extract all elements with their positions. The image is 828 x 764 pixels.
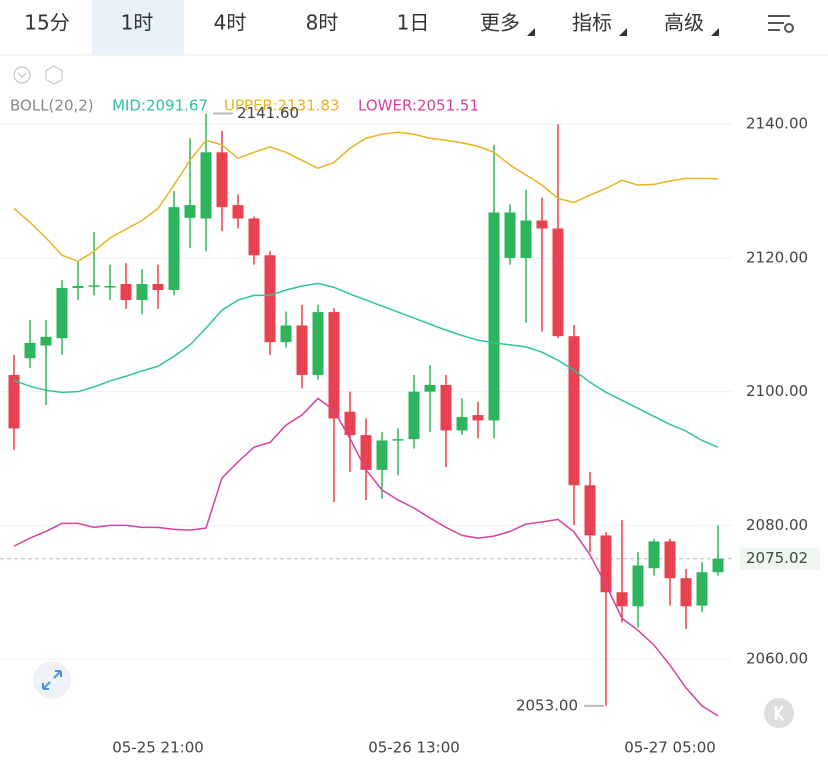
candle-body [600, 535, 612, 593]
tab[interactable]: 1时 [121, 11, 154, 35]
candle-body [696, 572, 708, 606]
candle-body [408, 391, 420, 440]
candle-body [88, 285, 100, 287]
candle-body [168, 207, 180, 291]
legend-entry: LOWER:2051.51 [358, 97, 479, 115]
tab[interactable]: 1日 [397, 11, 430, 35]
candle-body [136, 284, 148, 301]
y-tick-label: 2060.00 [746, 650, 808, 668]
tab[interactable]: 4时 [214, 11, 247, 35]
candle-body [456, 417, 468, 431]
candle-body [280, 325, 292, 343]
candle-body [616, 592, 628, 607]
high-label: 2141.60 [237, 104, 299, 122]
legend-entry: MID:2091.67 [112, 97, 208, 115]
candle-body [264, 255, 276, 343]
reset-icon [774, 705, 784, 721]
candle-body [40, 336, 52, 346]
candle-body [8, 374, 20, 429]
candle-body [72, 286, 84, 289]
candle-body [296, 325, 308, 375]
candle-body [520, 220, 532, 258]
dropdown-arrow [619, 28, 627, 36]
candle-body [472, 415, 484, 421]
candle-body [344, 411, 356, 436]
y-tick-label: 2120.00 [746, 248, 808, 266]
legend-entry: UPPER:2131.83 [224, 97, 340, 115]
candle-body [680, 578, 692, 607]
candle-body [568, 336, 580, 486]
candle-body [248, 218, 260, 256]
reset-button[interactable] [764, 698, 794, 728]
last-price-bg [740, 547, 820, 570]
candle-body [120, 284, 132, 301]
tab[interactable]: 15分 [24, 11, 69, 35]
tab[interactable]: 高级 [664, 11, 704, 35]
candle-body [584, 485, 596, 536]
candle-body [24, 342, 36, 359]
dropdown-arrow [527, 28, 535, 36]
candle-body [648, 541, 660, 569]
boll-line [13, 131, 719, 263]
expand-button[interactable] [33, 661, 71, 699]
candle-body [392, 439, 404, 441]
boll-line [13, 397, 719, 717]
candle-body [488, 212, 500, 421]
candle-body [632, 565, 644, 607]
active-tab-bg [92, 0, 184, 55]
plot-area [0, 113, 732, 717]
candle-body [328, 312, 340, 419]
indicator-legend: BOLL(20,2) MID:2091.67 UPPER:2131.83 LOWER… [10, 97, 479, 115]
candle-body [152, 284, 164, 291]
tab[interactable]: 指标 [572, 11, 612, 35]
candle-body [216, 152, 228, 208]
candle-body [312, 312, 324, 375]
candle-body [200, 152, 212, 219]
x-tick-label: 05-26 13:00 [368, 739, 460, 757]
tab[interactable]: 8时 [306, 11, 339, 35]
settings-icon[interactable] [768, 15, 794, 33]
candle-body [712, 558, 724, 573]
expand-icon [42, 670, 62, 690]
y-tick-label: 2100.00 [746, 382, 808, 400]
collapse-icon[interactable] [13, 66, 31, 84]
boll-line [13, 282, 719, 449]
tab[interactable]: 更多 [480, 11, 520, 35]
candle-body [536, 220, 548, 229]
candle-body [232, 205, 244, 219]
x-tick-label: 05-27 05:00 [624, 739, 716, 757]
candle-body [376, 440, 388, 470]
indicator-name: BOLL(20,2) [10, 97, 94, 115]
candle-body [360, 435, 372, 470]
indicator-settings-icon[interactable] [45, 65, 63, 85]
candle-body [552, 228, 564, 337]
collapse-icon-arrow [17, 72, 27, 78]
candle-body [440, 384, 452, 431]
candle-body [424, 384, 436, 392]
low-label: 2053.00 [516, 696, 578, 714]
y-tick-label: 2140.00 [746, 115, 808, 133]
candle-body [504, 212, 516, 258]
candle-body [664, 541, 676, 579]
candle-body [104, 286, 116, 288]
candle-body [56, 288, 68, 339]
dropdown-arrow [711, 28, 719, 36]
x-tick-label: 05-25 21:00 [112, 739, 204, 757]
candle-body [184, 205, 196, 218]
y-tick-label: 2080.00 [746, 516, 808, 534]
last-price-label: 2075.02 [746, 549, 808, 567]
